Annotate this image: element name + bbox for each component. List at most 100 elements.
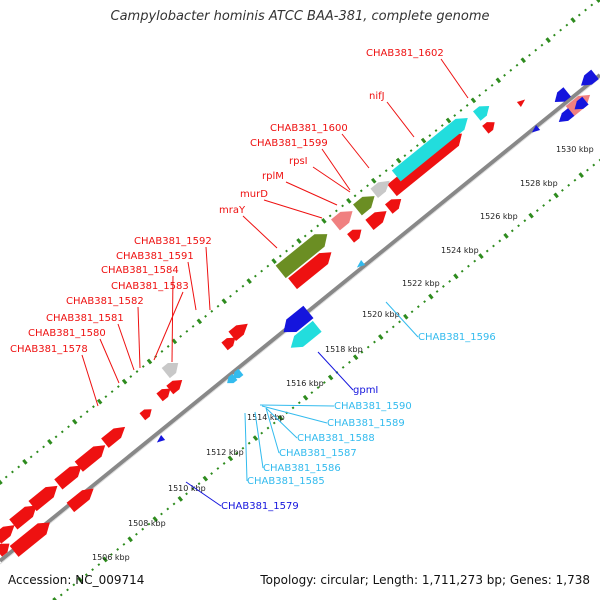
gc-dot: [17, 465, 21, 469]
gc-dot: [460, 269, 464, 273]
gc-dot: [171, 338, 178, 345]
tick-label: 1520 kbp: [362, 310, 400, 319]
gc-dot: [440, 124, 444, 127]
chab381-1584-gene: [161, 362, 179, 379]
gc-dot: [72, 583, 76, 587]
gene-label: CHAB381_1600: [270, 123, 348, 134]
gc-dot: [586, 168, 589, 172]
gc-dot: [291, 244, 295, 248]
gc-dot: [129, 375, 133, 378]
gc-dot: [520, 57, 526, 64]
gc-dot: [235, 289, 239, 293]
chab381-1589-gene: [227, 373, 238, 384]
gc-dot: [573, 178, 577, 182]
gc-dot: [177, 495, 184, 502]
gc-dot: [334, 209, 338, 213]
gc-dot: [310, 229, 313, 233]
gc-dot: [435, 290, 439, 293]
gene-leader: [242, 215, 278, 249]
gc-dot: [109, 553, 113, 556]
gc-dot: [210, 309, 214, 313]
nifj-cyan-gene: [391, 118, 468, 182]
gc-dot: [328, 214, 332, 218]
gc-dot: [391, 325, 395, 329]
gc-dot: [297, 401, 301, 405]
tick-label: 1518 kbp: [325, 345, 363, 354]
gene-leader: [153, 291, 184, 361]
gc-dot: [54, 435, 58, 439]
gc-dot: [216, 304, 220, 308]
gc-dot: [296, 238, 302, 244]
gc-dot: [503, 232, 509, 239]
gc-dot: [104, 395, 108, 399]
gc-dot: [191, 324, 195, 328]
gene-label: gpmI: [353, 385, 378, 396]
gc-dot: [567, 183, 571, 187]
gc-dot: [72, 418, 78, 425]
gene-leader: [171, 275, 174, 363]
gc-dot: [416, 305, 420, 309]
nifj-gene: [387, 133, 462, 197]
murd-pink-gene: [331, 211, 353, 231]
gc-dot: [291, 406, 295, 410]
gc-dot: [221, 298, 227, 305]
gc-dot: [384, 169, 388, 173]
gene-label: CHAB381_1599: [250, 138, 328, 149]
gc-dot: [277, 415, 284, 421]
gc-dot: [445, 117, 452, 124]
chab381-1582-gene: [156, 388, 171, 402]
tick-label: 1506 kbp: [92, 553, 130, 562]
gc-dot: [303, 234, 307, 238]
chab381-1583-gene: [166, 379, 183, 395]
gene-leader: [265, 407, 280, 454]
gc-dot: [378, 334, 384, 340]
gc-dot: [503, 73, 506, 77]
blue-gene-rev-a: [558, 108, 575, 123]
gene-leader: [263, 199, 323, 219]
gene-leader: [285, 181, 338, 206]
red-small-gene: [482, 122, 495, 134]
gene-leader: [312, 166, 351, 193]
gc-dot: [495, 77, 502, 84]
gc-dot: [160, 350, 164, 353]
gc-dot: [492, 244, 495, 248]
gene-leader: [261, 405, 328, 424]
gc-dot: [353, 194, 357, 198]
gc-dot: [578, 172, 584, 179]
blue-gene-edge: [581, 69, 599, 86]
gc-dot: [395, 157, 402, 164]
gc-dot: [523, 219, 527, 223]
red-triangle-marker-2: [140, 410, 150, 419]
gc-dot: [79, 415, 83, 419]
gene-leader: [137, 306, 141, 369]
lightblue-triangle-marker: [356, 259, 366, 268]
gc-dot: [485, 249, 489, 253]
gene-leader: [265, 407, 298, 439]
rpsi-gray-gene: [370, 180, 390, 198]
gene-leader: [117, 323, 135, 371]
gc-dot: [253, 274, 257, 278]
gc-dot: [204, 314, 207, 318]
gc-dot: [272, 421, 276, 425]
tick-label: 1512 kbp: [206, 448, 244, 457]
gc-dot: [197, 482, 201, 486]
gc-dot: [434, 129, 438, 132]
tick-label: 1530 kbp: [556, 145, 594, 154]
gene-label: CHAB381_1586: [263, 463, 341, 474]
rplm-gene: [353, 196, 375, 216]
gene-label: CHAB381_1583: [111, 281, 189, 292]
gc-dot: [122, 542, 126, 546]
ruler-ticks: 1506 kbp 1508 kbp 1510 kbp 1512 kbp 1514 kbp…: [92, 145, 594, 562]
gc-dot: [210, 472, 214, 475]
chab381-1596-gene: [283, 305, 314, 333]
gene-leader: [99, 338, 120, 384]
gc-dot: [146, 358, 153, 365]
gc-dot: [542, 204, 546, 207]
tick-label: 1522 kbp: [402, 279, 440, 288]
gc-dot: [366, 345, 370, 349]
gc-dot: [545, 37, 551, 44]
gc-dot: [91, 568, 94, 572]
gc-dot: [247, 441, 251, 445]
gc-dot: [59, 593, 63, 597]
